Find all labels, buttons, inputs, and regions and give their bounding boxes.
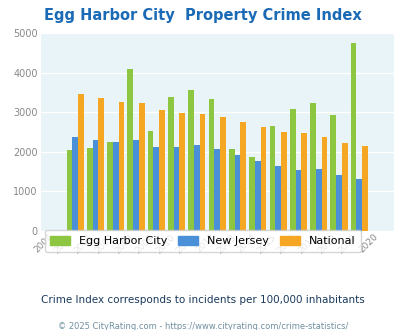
Bar [127, 69, 133, 231]
Bar [309, 103, 315, 231]
Bar [208, 99, 214, 231]
Bar [341, 144, 347, 231]
Bar [72, 137, 78, 231]
Bar [330, 115, 335, 231]
Bar [321, 137, 326, 231]
Bar [179, 114, 185, 231]
Bar [254, 161, 260, 231]
Bar [153, 148, 159, 231]
Bar [335, 175, 341, 231]
Bar [188, 90, 194, 231]
Bar [98, 98, 104, 231]
Bar [269, 126, 275, 231]
Bar [350, 43, 356, 231]
Bar [194, 146, 199, 231]
Bar [249, 157, 254, 231]
Bar [66, 150, 72, 231]
Bar [159, 110, 164, 231]
Bar [220, 116, 225, 231]
Bar [234, 154, 240, 231]
Text: © 2025 CityRating.com - https://www.cityrating.com/crime-statistics/: © 2025 CityRating.com - https://www.city… [58, 322, 347, 330]
Bar [107, 142, 113, 231]
Bar [260, 127, 266, 231]
Bar [173, 148, 179, 231]
Bar [133, 140, 139, 231]
Bar [315, 169, 321, 231]
Bar [113, 142, 118, 231]
Bar [214, 148, 220, 231]
Bar [275, 166, 280, 231]
Bar [301, 133, 306, 231]
Bar [295, 170, 301, 231]
Text: Crime Index corresponds to incidents per 100,000 inhabitants: Crime Index corresponds to incidents per… [41, 295, 364, 305]
Bar [139, 103, 144, 231]
Bar [147, 131, 153, 231]
Bar [118, 102, 124, 231]
Bar [78, 94, 83, 231]
Bar [356, 179, 361, 231]
Bar [168, 97, 173, 231]
Bar [361, 146, 367, 231]
Bar [87, 148, 92, 231]
Legend: Egg Harbor City, New Jersey, National: Egg Harbor City, New Jersey, National [45, 230, 360, 252]
Bar [280, 132, 286, 231]
Bar [289, 109, 295, 231]
Bar [92, 140, 98, 231]
Bar [240, 122, 245, 231]
Text: Egg Harbor City  Property Crime Index: Egg Harbor City Property Crime Index [44, 8, 361, 23]
Bar [228, 148, 234, 231]
Bar [199, 114, 205, 231]
